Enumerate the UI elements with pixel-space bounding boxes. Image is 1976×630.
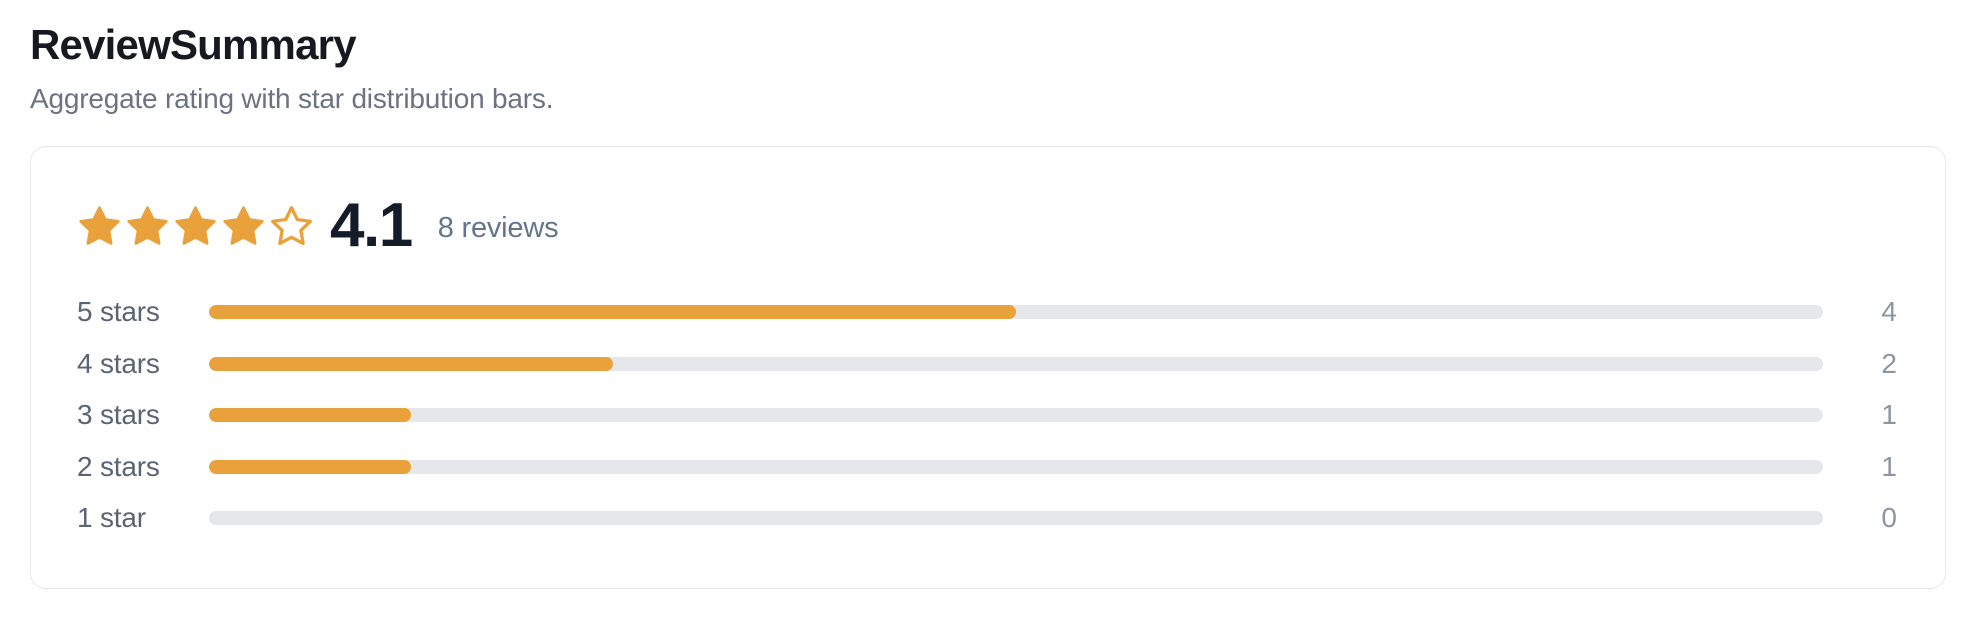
row-count: 1 [1881, 399, 1897, 430]
star-icon [269, 204, 314, 249]
bar-track [209, 356, 1823, 371]
row-count: 1 [1881, 450, 1897, 482]
star-distribution-list: 5 stars 4 4 stars 2 3 stars 1 [77, 296, 1897, 533]
bar-track [209, 305, 1823, 319]
distribution-row-5-stars: 5 stars 4 [77, 296, 1897, 327]
bar-fill [209, 305, 1016, 319]
bar-track [209, 408, 1823, 422]
row-label: 3 stars [77, 399, 160, 430]
review-count-label: 8 reviews [437, 211, 559, 244]
review-summary-page: ReviewSummary Aggregate rating with star… [30, 21, 1946, 589]
row-label: 2 stars [77, 450, 160, 482]
review-summary-card: 4.1 8 reviews 5 stars 4 4 stars 2 3 star… [30, 146, 1946, 589]
distribution-row-1-star: 1 star 0 [77, 502, 1897, 533]
average-rating-value: 4.1 [330, 191, 413, 260]
rating-row: 4.1 8 reviews [77, 191, 1897, 260]
row-label: 4 stars [77, 347, 160, 379]
row-count: 4 [1881, 296, 1897, 327]
star-rating [77, 204, 314, 249]
row-label: 1 star [77, 502, 146, 533]
page-title: ReviewSummary [30, 21, 357, 68]
star-icon [173, 204, 218, 249]
distribution-row-3-stars: 3 stars 1 [77, 399, 1897, 430]
row-count: 2 [1881, 347, 1897, 379]
bar-fill [209, 356, 613, 371]
row-label: 5 stars [77, 296, 160, 327]
star-icon [125, 204, 170, 249]
page-subtitle: Aggregate rating with star distribution … [30, 83, 554, 114]
distribution-row-4-stars: 4 stars 2 [77, 347, 1897, 379]
distribution-row-2-stars: 2 stars 1 [77, 450, 1897, 482]
bar-track [209, 511, 1823, 525]
star-icon [77, 204, 122, 249]
row-count: 0 [1881, 502, 1897, 533]
bar-fill [209, 408, 411, 422]
star-icon [221, 204, 266, 249]
bar-fill [209, 459, 411, 474]
bar-track [209, 459, 1823, 474]
